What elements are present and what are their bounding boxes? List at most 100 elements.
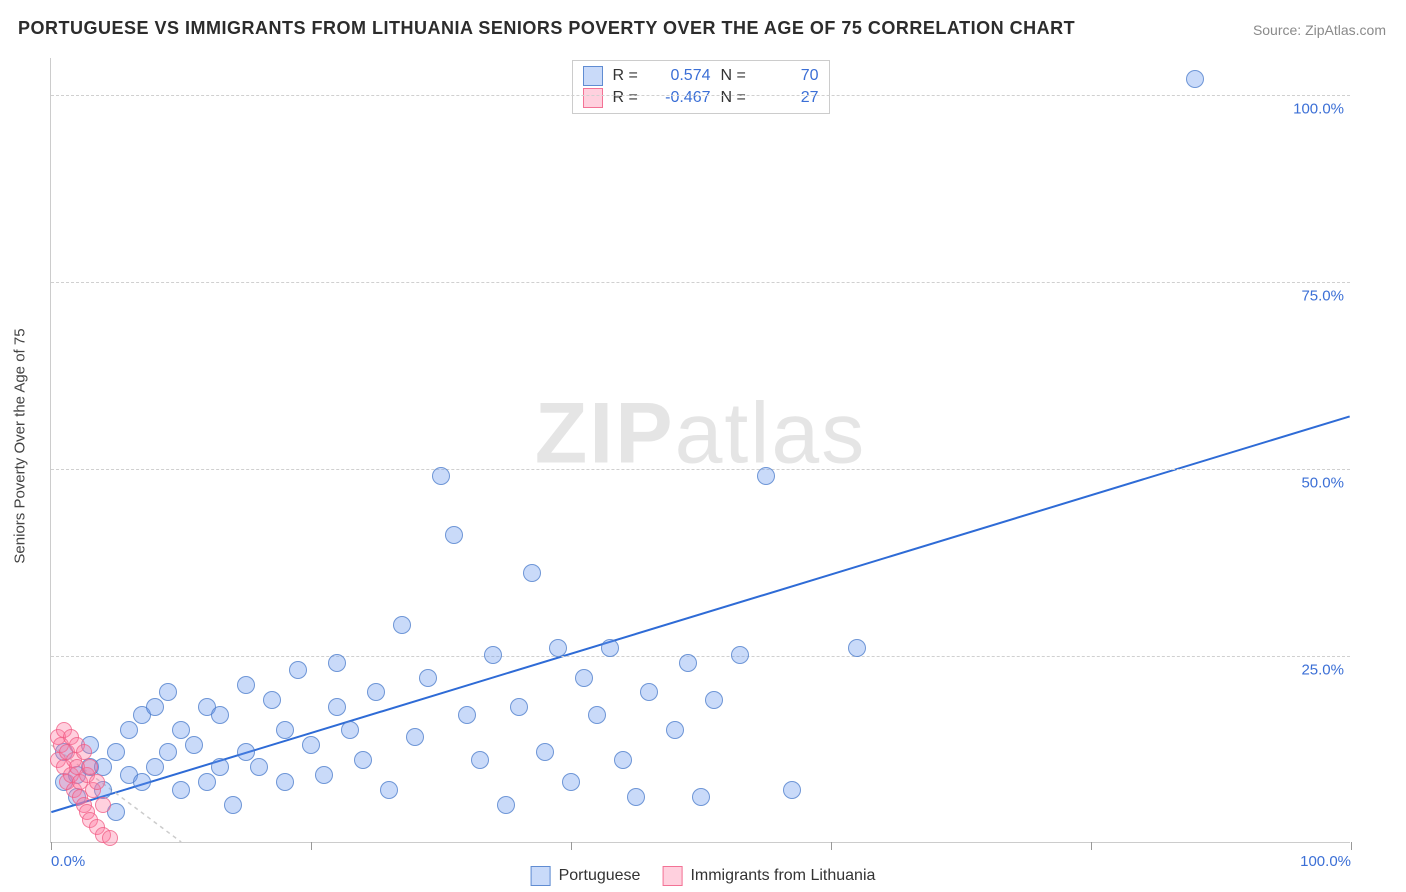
- x-tick-label: 100.0%: [1300, 853, 1351, 870]
- data-point: [679, 654, 697, 672]
- data-point: [172, 781, 190, 799]
- data-point: [354, 751, 372, 769]
- n-label: N =: [721, 89, 749, 107]
- data-point: [198, 773, 216, 791]
- data-point: [640, 683, 658, 701]
- r-label: R =: [613, 67, 641, 85]
- n-label: N =: [721, 67, 749, 85]
- gridline: [51, 282, 1350, 283]
- y-tick-label: 75.0%: [1301, 288, 1344, 305]
- x-tick: [1091, 842, 1092, 850]
- data-point: [458, 706, 476, 724]
- r-value: -0.467: [651, 89, 711, 107]
- y-axis-label: Seniors Poverty Over the Age of 75: [12, 328, 29, 563]
- n-value: 27: [759, 89, 819, 107]
- data-point: [757, 467, 775, 485]
- data-point: [289, 661, 307, 679]
- x-tick-label: 0.0%: [51, 853, 85, 870]
- x-tick: [831, 842, 832, 850]
- data-point: [263, 691, 281, 709]
- n-value: 70: [759, 67, 819, 85]
- legend-item: Portuguese: [531, 866, 641, 886]
- data-point: [484, 646, 502, 664]
- data-point: [445, 526, 463, 544]
- data-point: [406, 728, 424, 746]
- data-point: [315, 766, 333, 784]
- legend-series: Portuguese Immigrants from Lithuania: [531, 866, 876, 886]
- data-point: [211, 758, 229, 776]
- data-point: [510, 698, 528, 716]
- data-point: [82, 759, 98, 775]
- data-point: [146, 698, 164, 716]
- gridline: [51, 656, 1350, 657]
- data-point: [432, 467, 450, 485]
- legend-label: Portuguese: [559, 867, 641, 885]
- data-point: [705, 691, 723, 709]
- chart-title: PORTUGUESE VS IMMIGRANTS FROM LITHUANIA …: [18, 18, 1075, 39]
- gridline: [51, 469, 1350, 470]
- data-point: [575, 669, 593, 687]
- r-value: 0.574: [651, 67, 711, 85]
- legend-label: Immigrants from Lithuania: [690, 867, 875, 885]
- data-point: [497, 796, 515, 814]
- swatch-icon: [583, 88, 603, 108]
- data-point: [783, 781, 801, 799]
- data-point: [185, 736, 203, 754]
- swatch-icon: [531, 866, 551, 886]
- data-point: [341, 721, 359, 739]
- data-point: [95, 797, 111, 813]
- data-point: [211, 706, 229, 724]
- data-point: [731, 646, 749, 664]
- data-point: [471, 751, 489, 769]
- y-tick-label: 25.0%: [1301, 662, 1344, 679]
- data-point: [536, 743, 554, 761]
- data-point: [328, 654, 346, 672]
- data-point: [627, 788, 645, 806]
- data-point: [276, 773, 294, 791]
- data-point: [666, 721, 684, 739]
- r-label: R =: [613, 89, 641, 107]
- chart-svg: [51, 58, 1350, 842]
- data-point: [224, 796, 242, 814]
- data-point: [120, 721, 138, 739]
- data-point: [549, 639, 567, 657]
- data-point: [393, 616, 411, 634]
- x-tick: [571, 842, 572, 850]
- data-point: [237, 676, 255, 694]
- swatch-icon: [662, 866, 682, 886]
- data-point: [419, 669, 437, 687]
- swatch-icon: [583, 66, 603, 86]
- data-point: [302, 736, 320, 754]
- watermark-bold: ZIP: [535, 386, 675, 482]
- data-point: [328, 698, 346, 716]
- data-point: [276, 721, 294, 739]
- chart-container: PORTUGUESE VS IMMIGRANTS FROM LITHUANIA …: [0, 0, 1406, 892]
- data-point: [89, 774, 105, 790]
- x-tick: [51, 842, 52, 850]
- data-point: [523, 564, 541, 582]
- data-point: [380, 781, 398, 799]
- legend-row: R = 0.574 N = 70: [583, 65, 819, 87]
- legend-item: Immigrants from Lithuania: [662, 866, 875, 886]
- data-point: [367, 683, 385, 701]
- data-point: [562, 773, 580, 791]
- plot-area: ZIPatlas R = 0.574 N = 70 R = -0.467 N =…: [50, 58, 1350, 843]
- data-point: [159, 743, 177, 761]
- data-point: [159, 683, 177, 701]
- x-tick: [1351, 842, 1352, 850]
- data-point: [107, 743, 125, 761]
- y-tick-label: 100.0%: [1293, 101, 1344, 118]
- data-point: [146, 758, 164, 776]
- data-point: [692, 788, 710, 806]
- x-tick: [311, 842, 312, 850]
- data-point: [250, 758, 268, 776]
- data-point: [102, 830, 118, 846]
- gridline: [51, 95, 1350, 96]
- data-point: [1186, 70, 1204, 88]
- data-point: [133, 773, 151, 791]
- data-point: [172, 721, 190, 739]
- legend-row: R = -0.467 N = 27: [583, 87, 819, 109]
- data-point: [76, 744, 92, 760]
- data-point: [588, 706, 606, 724]
- data-point: [614, 751, 632, 769]
